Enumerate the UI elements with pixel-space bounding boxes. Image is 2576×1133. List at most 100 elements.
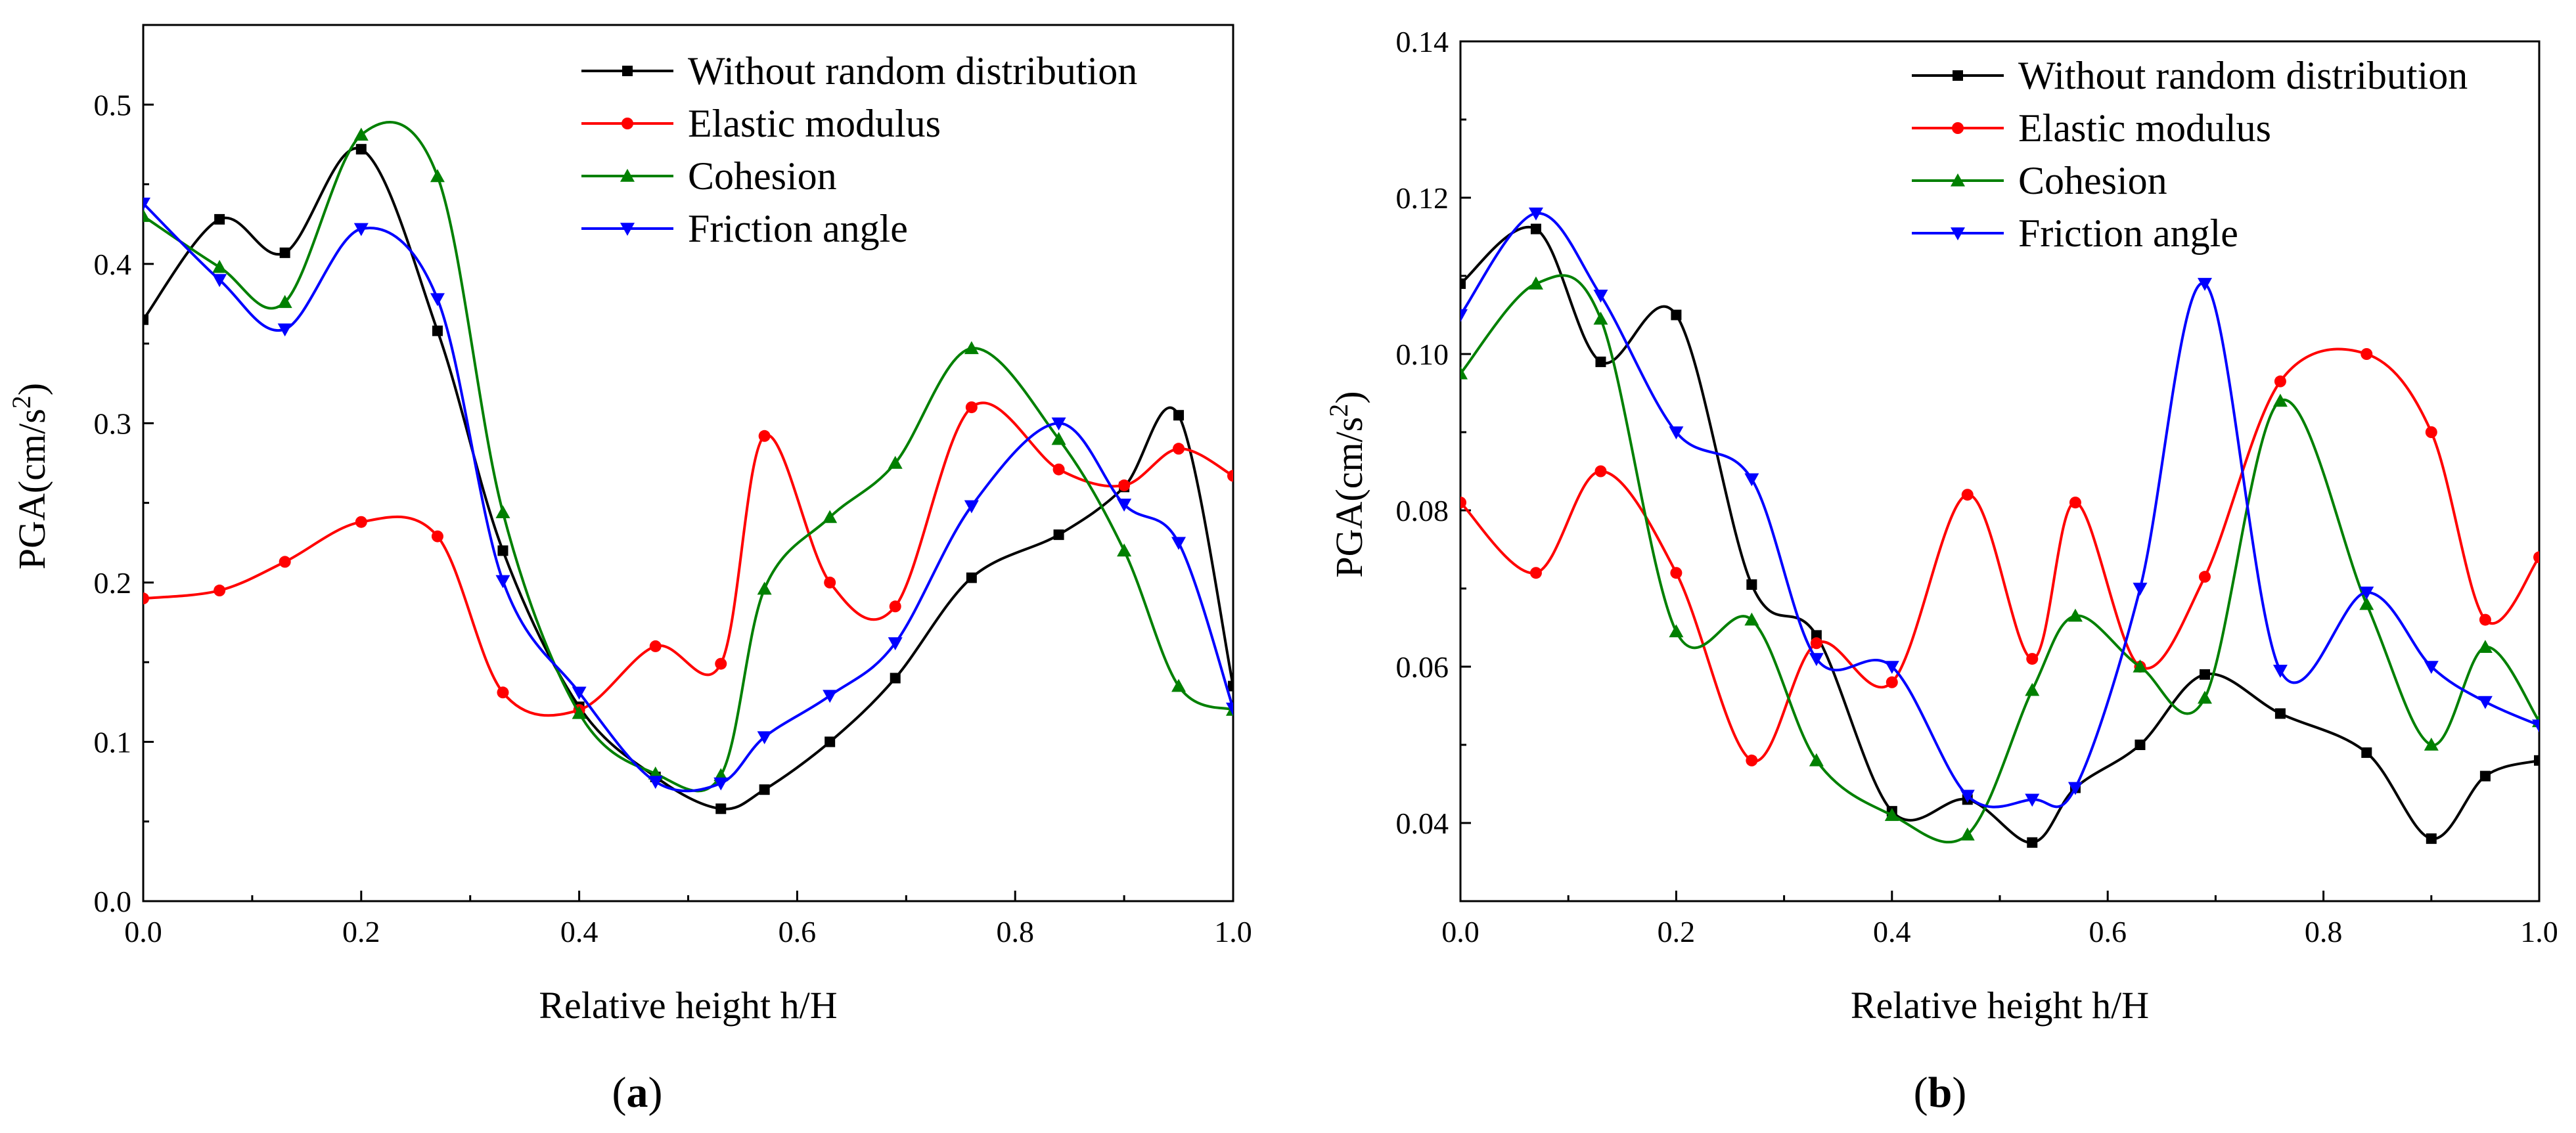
y-tick-label: 0.08: [1396, 494, 1449, 527]
data-point: [965, 401, 978, 414]
data-point: [572, 705, 587, 719]
data-point: [2424, 661, 2439, 674]
x-tick-label: 0.8: [996, 915, 1034, 948]
y-axis-ticks: 0.0 0.1 0.2 0.3 0.4 0.5: [94, 88, 154, 918]
data-point: [715, 657, 727, 670]
data-point: [758, 430, 771, 442]
data-point: [2533, 551, 2539, 564]
data-point: [888, 637, 903, 651]
y-axis-title: PGA(cm/s2): [1324, 391, 1370, 577]
series-without-random-distribution: [143, 144, 1233, 814]
legend-marker: [1953, 70, 1963, 81]
legend-label: Without random distribution: [688, 49, 1137, 93]
data-point: [432, 325, 443, 336]
x-tick-label: 0.0: [124, 915, 162, 948]
series-friction-angle: [1460, 208, 2539, 809]
data-point: [572, 686, 587, 700]
data-point: [212, 259, 227, 273]
data-point: [2068, 782, 2083, 795]
data-point: [1884, 661, 1899, 674]
data-point: [759, 784, 770, 795]
data-point: [1594, 465, 1607, 478]
legend-marker: [621, 118, 633, 129]
data-point: [964, 500, 979, 514]
data-point: [1746, 579, 1757, 590]
series-line: [1460, 347, 2539, 763]
data-point: [1886, 676, 1898, 688]
legend-marker: [1951, 227, 1965, 240]
chart-panel-a: 0.0 0.2 0.4 0.6 0.8 1.0 0.0 0.1 0.2 0.3 0.4 0.5 Rela…: [7, 24, 1252, 1117]
x-tick-label: 0.6: [2089, 915, 2127, 948]
legend-label: Cohesion: [688, 154, 837, 198]
y-axis-title-superscript: 2: [1324, 404, 1353, 417]
data-point: [2068, 608, 2083, 622]
data-point: [430, 169, 445, 183]
data-point: [214, 213, 225, 225]
data-point: [355, 144, 367, 155]
y-axis-title-base: PGA(cm/s: [1328, 417, 1370, 578]
data-point: [825, 736, 836, 747]
data-point: [2272, 665, 2288, 678]
data-point: [1171, 678, 1186, 692]
data-point: [2359, 596, 2374, 610]
series-line: [1460, 274, 2539, 844]
data-point: [2532, 719, 2539, 733]
data-point: [214, 585, 226, 597]
data-point: [2133, 583, 2148, 596]
y-tick-label: 0.4: [94, 248, 132, 281]
y-tick-label: 0.2: [94, 566, 132, 600]
legend-marker: [1952, 122, 1964, 134]
data-point: [1053, 529, 1064, 541]
data-point: [889, 600, 901, 613]
legend-label: Elastic modulus: [688, 102, 941, 145]
x-axis-title: Relative height h/H: [539, 984, 837, 1027]
data-point: [964, 341, 979, 355]
series-friction-angle: [143, 197, 1233, 793]
panel-caption: (a): [612, 1069, 663, 1117]
data-point: [2026, 653, 2039, 665]
data-point: [1744, 473, 1759, 487]
data-point: [1051, 432, 1066, 445]
data-point: [1528, 276, 1543, 290]
y-tick-label: 0.5: [94, 88, 132, 122]
data-point: [648, 776, 663, 789]
x-tick-label: 0.4: [1873, 915, 1911, 948]
legend-marker: [620, 169, 635, 182]
legend-marker: [622, 66, 633, 76]
data-point: [1670, 567, 1683, 579]
data-point: [143, 197, 150, 211]
y-axis-title-close: ): [1328, 391, 1370, 403]
data-point: [2479, 770, 2491, 782]
data-point: [2534, 755, 2539, 766]
data-point: [1884, 808, 1899, 821]
data-point: [824, 576, 836, 589]
y-axis-title: PGA(cm/s2): [7, 383, 53, 569]
y-axis-title-base: PGA(cm/s: [11, 409, 53, 569]
series-line: [143, 401, 1233, 717]
data-point: [823, 690, 838, 703]
legend-label: Cohesion: [2018, 159, 2167, 202]
legend-marker: [620, 223, 635, 236]
data-point: [1118, 479, 1131, 491]
data-point: [1173, 443, 1185, 455]
y-tick-label: 0.06: [1396, 650, 1449, 684]
legend-label: Friction angle: [2018, 211, 2238, 255]
data-point: [966, 572, 977, 583]
data-point: [1051, 417, 1066, 431]
x-tick-label: 0.2: [342, 915, 380, 948]
data-point: [1117, 499, 1132, 512]
series-elastic-modulus: [143, 401, 1233, 717]
panel-caption-letter: b: [1928, 1069, 1953, 1117]
y-tick-label: 0.3: [94, 407, 132, 440]
data-point: [2274, 375, 2286, 388]
data-point: [212, 274, 227, 288]
panel-caption-close: ): [648, 1069, 663, 1117]
data-point: [279, 556, 291, 568]
data-point: [1961, 489, 1974, 501]
series-cohesion: [1460, 274, 2539, 844]
data-point: [143, 592, 149, 605]
data-point: [1960, 827, 1975, 841]
data-point: [279, 247, 290, 258]
data-point: [2197, 690, 2212, 704]
